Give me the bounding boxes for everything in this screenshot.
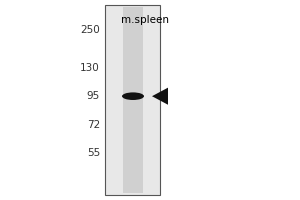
Polygon shape [152, 88, 168, 105]
Text: m.spleen: m.spleen [121, 15, 169, 25]
Ellipse shape [122, 92, 144, 100]
Text: 250: 250 [80, 25, 100, 35]
Text: 72: 72 [87, 120, 100, 130]
Text: 55: 55 [87, 148, 100, 158]
Text: 130: 130 [80, 63, 100, 73]
Bar [105, 5, 160, 195]
Text: 95: 95 [87, 91, 100, 101]
Bar [123, 7, 143, 193]
